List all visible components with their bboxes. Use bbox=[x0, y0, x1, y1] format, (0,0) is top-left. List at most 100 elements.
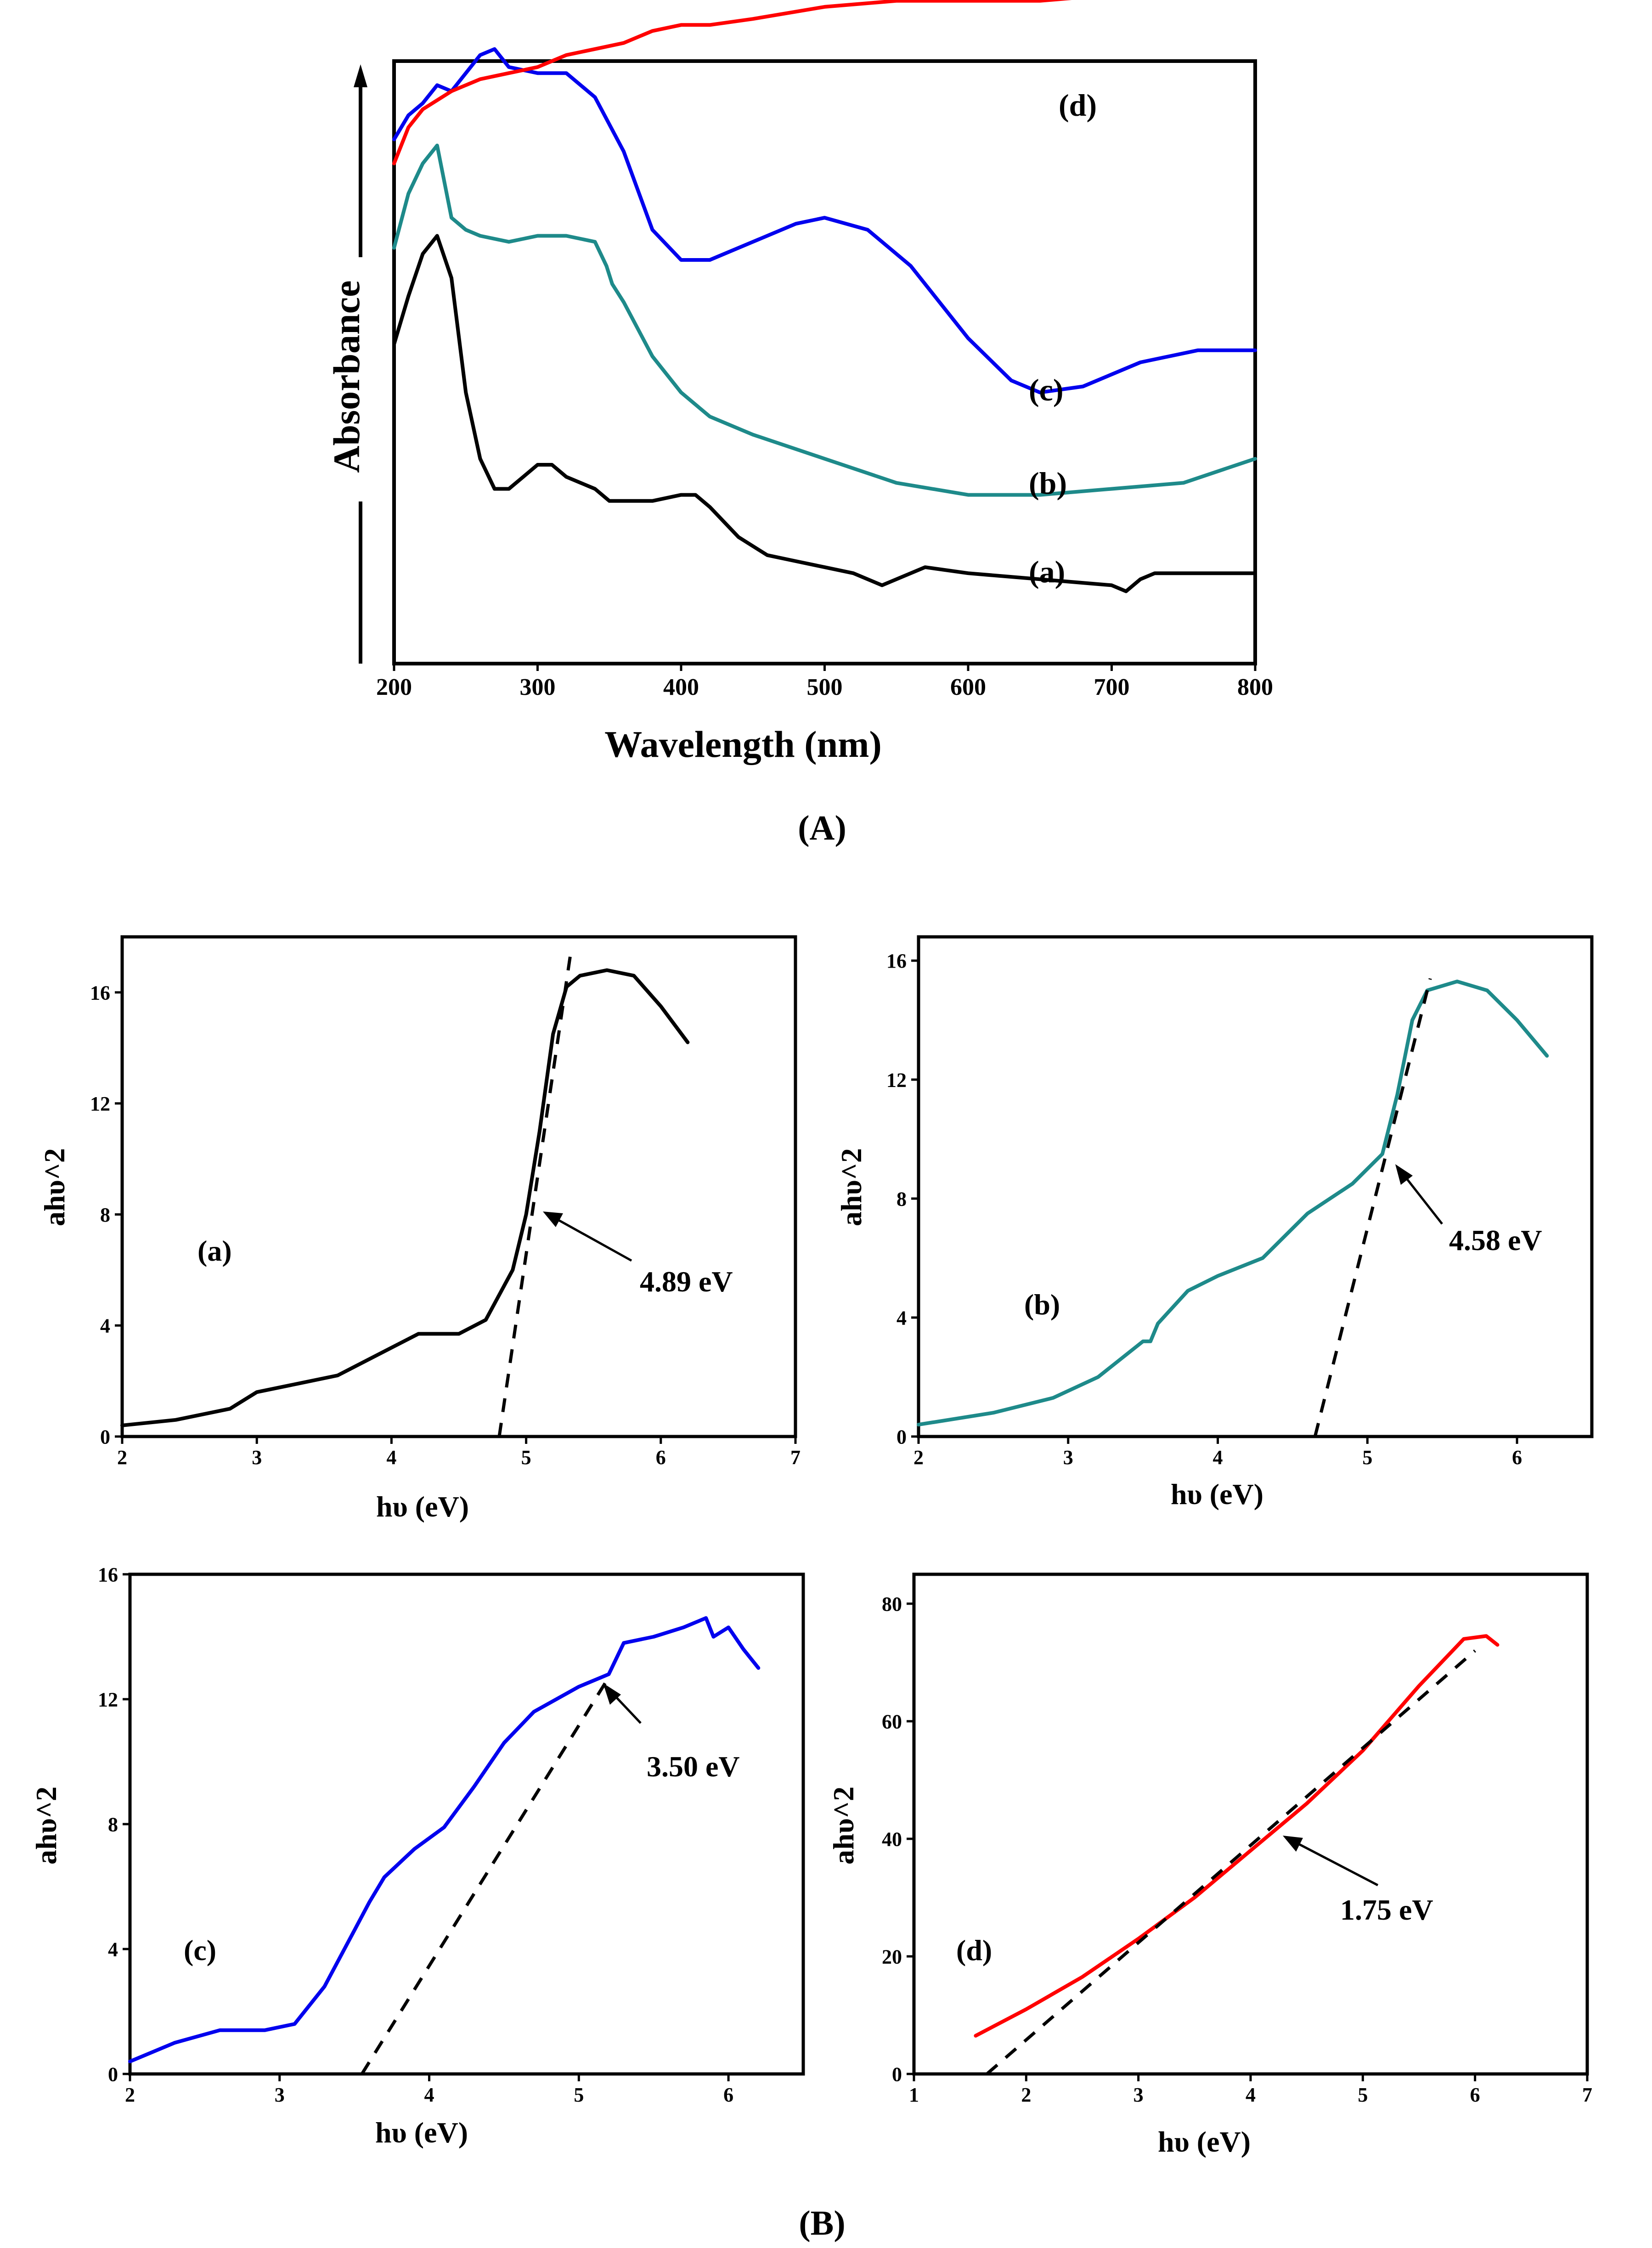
y-tick-label: 12 bbox=[90, 1093, 110, 1115]
series-label-d: (d) bbox=[1059, 88, 1097, 123]
panel-label-A: (A) bbox=[798, 809, 846, 847]
y-tick-label: 0 bbox=[108, 2063, 118, 2085]
x-tick-label: 500 bbox=[807, 674, 843, 700]
chart-A: 200 300 400 500 600 700 800 Absorbance Wavelen… bbox=[326, 0, 1273, 847]
x-tick-label: 3 bbox=[1133, 2084, 1144, 2106]
x-tick-label: 5 bbox=[574, 2084, 584, 2106]
y-tick-label: 8 bbox=[100, 1204, 110, 1226]
y-tick-label: 0 bbox=[896, 1425, 907, 1448]
x-tick-label: 200 bbox=[376, 674, 412, 700]
x-tick-label: 4 bbox=[1213, 1446, 1223, 1469]
plot-frame-B-a bbox=[120, 935, 797, 1438]
x-tick-label: 600 bbox=[950, 674, 986, 700]
x-tick-label: 4 bbox=[1246, 2084, 1256, 2106]
x-tick-label: 800 bbox=[1237, 674, 1273, 700]
y-tick-label: 8 bbox=[108, 1813, 118, 1836]
series-B-a bbox=[120, 953, 690, 1437]
series-line bbox=[128, 1616, 761, 2063]
x-tick-label: 6 bbox=[656, 1446, 666, 1469]
x-tick-label: 3 bbox=[1063, 1446, 1073, 1469]
x-tick-label: 5 bbox=[1362, 1446, 1372, 1469]
tangent-line bbox=[1313, 978, 1432, 1437]
x-tick-label: 4 bbox=[386, 1446, 396, 1469]
arrow-B-a bbox=[548, 1213, 632, 1262]
series-line bbox=[392, 234, 1257, 593]
x-tick-label: 2 bbox=[1021, 2084, 1031, 2106]
chart-B-b: 2 3 4 5 6 0 4 8 12 16 ahυ^2 hυ (eV) (b) 4.58 eV bbox=[835, 935, 1594, 1510]
y-tick-label: 4 bbox=[100, 1315, 110, 1337]
tangent-line bbox=[361, 1676, 610, 2075]
ticks-B-c: 2 3 4 5 6 0 4 8 12 16 bbox=[98, 1563, 733, 2106]
y-tick-label: 4 bbox=[896, 1307, 907, 1329]
y-tick-label: 16 bbox=[886, 950, 907, 972]
y-tick-label: 8 bbox=[896, 1188, 907, 1210]
series-line bbox=[392, 143, 1257, 497]
x-axis-label-B-a: hυ (eV) bbox=[376, 1490, 469, 1523]
chart-B-d: 1 2 3 4 5 6 7 0 20 40 60 80 ahυ^2 hυ (eV) (d) 1.75 … bbox=[827, 1572, 1592, 2158]
y-tick-label: 4 bbox=[108, 1938, 118, 1961]
x-tick-label: 5 bbox=[1358, 2084, 1368, 2106]
y-tick-label: 40 bbox=[882, 1828, 902, 1850]
y-tick-label: 0 bbox=[892, 2063, 902, 2085]
x-tick-label: 6 bbox=[1470, 2084, 1480, 2106]
sample-label-B-b: (b) bbox=[1024, 1288, 1060, 1321]
y-axis-label-B-c: ahυ^2 bbox=[30, 1786, 62, 1865]
y-tick-label: 12 bbox=[98, 1688, 118, 1711]
bandgap-label-B-c: 3.50 eV bbox=[647, 1750, 740, 1783]
arrowhead-B-b bbox=[1395, 1164, 1413, 1185]
bandgap-label-B-d: 1.75 eV bbox=[1340, 1893, 1433, 1926]
x-tick-label: 3 bbox=[275, 2084, 285, 2106]
series-line bbox=[392, 47, 1257, 394]
series-label-b: (b) bbox=[1029, 466, 1067, 501]
x-axis-label-B-b: hυ (eV) bbox=[1171, 1478, 1263, 1510]
x-tick-label: 700 bbox=[1094, 674, 1130, 700]
bandgap-label-B-a: 4.89 eV bbox=[640, 1265, 733, 1298]
arrowhead-B-d bbox=[1283, 1836, 1303, 1852]
y-tick-label: 12 bbox=[886, 1069, 907, 1091]
x-tick-label: 300 bbox=[520, 674, 556, 700]
tangent-line bbox=[986, 1649, 1476, 2075]
y-tick-label: 0 bbox=[100, 1425, 110, 1448]
x-tick-label: 4 bbox=[424, 2084, 434, 2106]
series-B-b bbox=[917, 978, 1549, 1437]
series-label-c: (c) bbox=[1029, 372, 1063, 407]
x-tick-label: 6 bbox=[1512, 1446, 1522, 1469]
y-tick-label: 80 bbox=[882, 1593, 902, 1615]
ticks-B-d: 1 2 3 4 5 6 7 0 20 40 60 80 bbox=[882, 1593, 1592, 2106]
ticks-B-a: 2 3 4 5 6 7 0 4 8 12 16 bbox=[90, 981, 801, 1469]
y-axis-label-A: Absorbance bbox=[326, 280, 367, 473]
series-line bbox=[917, 980, 1549, 1427]
tangent-line bbox=[497, 953, 572, 1437]
sample-label-B-d: (d) bbox=[956, 1934, 992, 1966]
bandgap-label-B-b: 4.58 eV bbox=[1449, 1224, 1542, 1256]
x-tick-label: 1 bbox=[909, 2084, 919, 2106]
arrowhead-B-a bbox=[543, 1211, 563, 1227]
series-B-d bbox=[974, 1634, 1500, 2075]
x-axis-label-B-c: hυ (eV) bbox=[375, 2116, 468, 2149]
sample-label-B-c: (c) bbox=[184, 1934, 216, 1966]
arrowhead-B-c bbox=[603, 1683, 621, 1705]
sample-label-B-a: (a) bbox=[197, 1234, 232, 1267]
y-axis-label-B-b: ahυ^2 bbox=[835, 1148, 868, 1226]
chart-B-a: 2 3 4 5 6 7 0 4 8 12 16 ahυ^2 hυ (eV) (a) 4.89 eV bbox=[38, 935, 801, 1523]
x-tick-label: 7 bbox=[790, 1446, 801, 1469]
x-axis-label-A: Wavelength (nm) bbox=[604, 723, 882, 765]
x-axis-label-B-d: hυ (eV) bbox=[1158, 2125, 1251, 2158]
series-line bbox=[392, 0, 1072, 165]
y-tick-label: 60 bbox=[882, 1710, 902, 1733]
series-A bbox=[392, 0, 1257, 593]
ticks-B-b: 2 3 4 5 6 0 4 8 12 16 bbox=[886, 950, 1522, 1469]
y-tick-label: 16 bbox=[90, 981, 110, 1004]
series-label-a: (a) bbox=[1029, 554, 1065, 589]
series-B-c bbox=[128, 1616, 761, 2075]
series-line bbox=[974, 1634, 1500, 2038]
series-line bbox=[120, 968, 690, 1427]
y-axis-arrowhead bbox=[354, 64, 367, 87]
x-tick-label: 5 bbox=[521, 1446, 531, 1469]
panel-label-B: (B) bbox=[799, 2204, 845, 2242]
x-tick-label: 3 bbox=[252, 1446, 262, 1469]
y-axis-label-B-d: ahυ^2 bbox=[827, 1786, 860, 1865]
plot-frame-B-b bbox=[917, 935, 1594, 1438]
x-tick-label: 2 bbox=[913, 1446, 924, 1469]
